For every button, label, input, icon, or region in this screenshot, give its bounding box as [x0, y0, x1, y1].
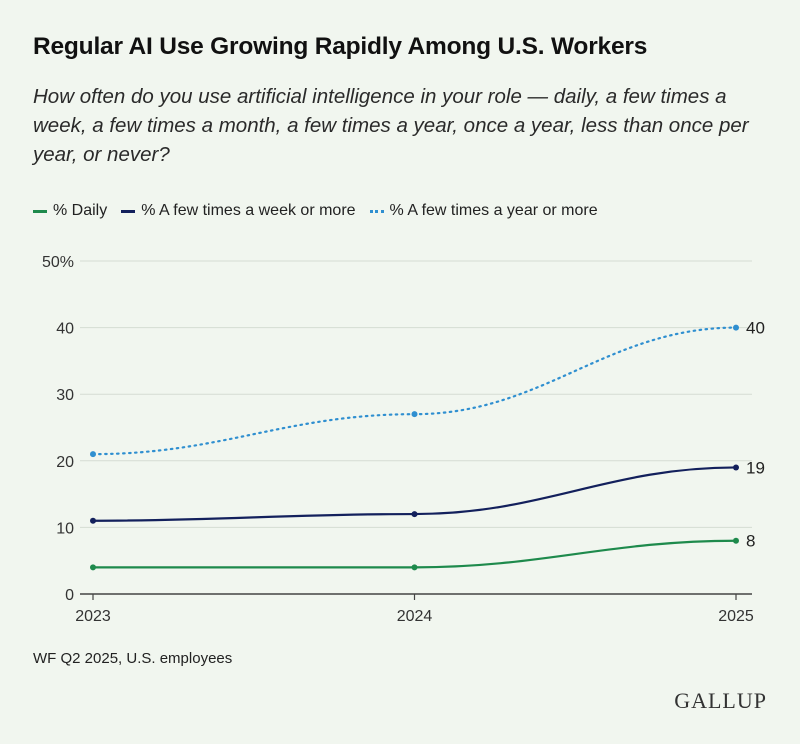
gallup-logo: GALLUP [674, 688, 767, 713]
chart-subtitle: How often do you use artificial intellig… [33, 85, 749, 166]
legend-swatch-daily [33, 209, 47, 213]
series-point-3 [411, 411, 418, 418]
x-tick-label: 2024 [397, 608, 433, 625]
series-point-2 [733, 464, 739, 471]
end-value-label-1: 8 [746, 532, 755, 551]
x-tick-label: 2023 [75, 608, 111, 625]
label-layer: 8 19 40 [746, 319, 765, 551]
legend-item-yearly: % A few times a year or more [369, 202, 598, 220]
y-tick-label: 20 [56, 454, 74, 471]
series-point-3 [90, 451, 96, 458]
y-tick-label: 0 [65, 587, 74, 604]
x-tick-label: 2025 [718, 608, 754, 625]
series-point-1 [90, 564, 96, 571]
legend: % Daily % A few times a week or more % A… [33, 199, 612, 223]
y-tick-label: 30 [56, 387, 74, 404]
source-note: WF Q2 2025, U.S. employees [33, 650, 233, 667]
legend-label-weekly: % A few times a week or more [141, 202, 356, 219]
grid-layer [80, 260, 752, 528]
legend-swatch-weekly [121, 209, 136, 213]
series-line-3 [91, 326, 738, 456]
chart-title: Regular AI Use Growing Rapidly Among U.S… [33, 33, 648, 60]
series-point-3 [733, 324, 739, 331]
series-point-2 [90, 517, 96, 524]
legend-label-yearly: % A few times a year or more [389, 202, 598, 219]
series-point-2 [411, 511, 418, 518]
series-layer [90, 324, 739, 571]
series-point-1 [733, 537, 739, 544]
end-value-label-2: 19 [746, 458, 765, 477]
y-tick-label: 10 [56, 520, 74, 537]
y-tick-label: 40 [56, 321, 74, 338]
legend-item-weekly: % A few times a week or more [121, 202, 356, 220]
legend-label-daily: % Daily [53, 202, 108, 219]
y-tick-label: 50% [42, 254, 74, 271]
legend-item-daily: % Daily [33, 202, 107, 220]
series-point-1 [411, 564, 418, 571]
legend-swatch-yearly [369, 209, 384, 213]
series-line-1 [91, 539, 738, 569]
end-value-label-3: 40 [746, 319, 765, 338]
